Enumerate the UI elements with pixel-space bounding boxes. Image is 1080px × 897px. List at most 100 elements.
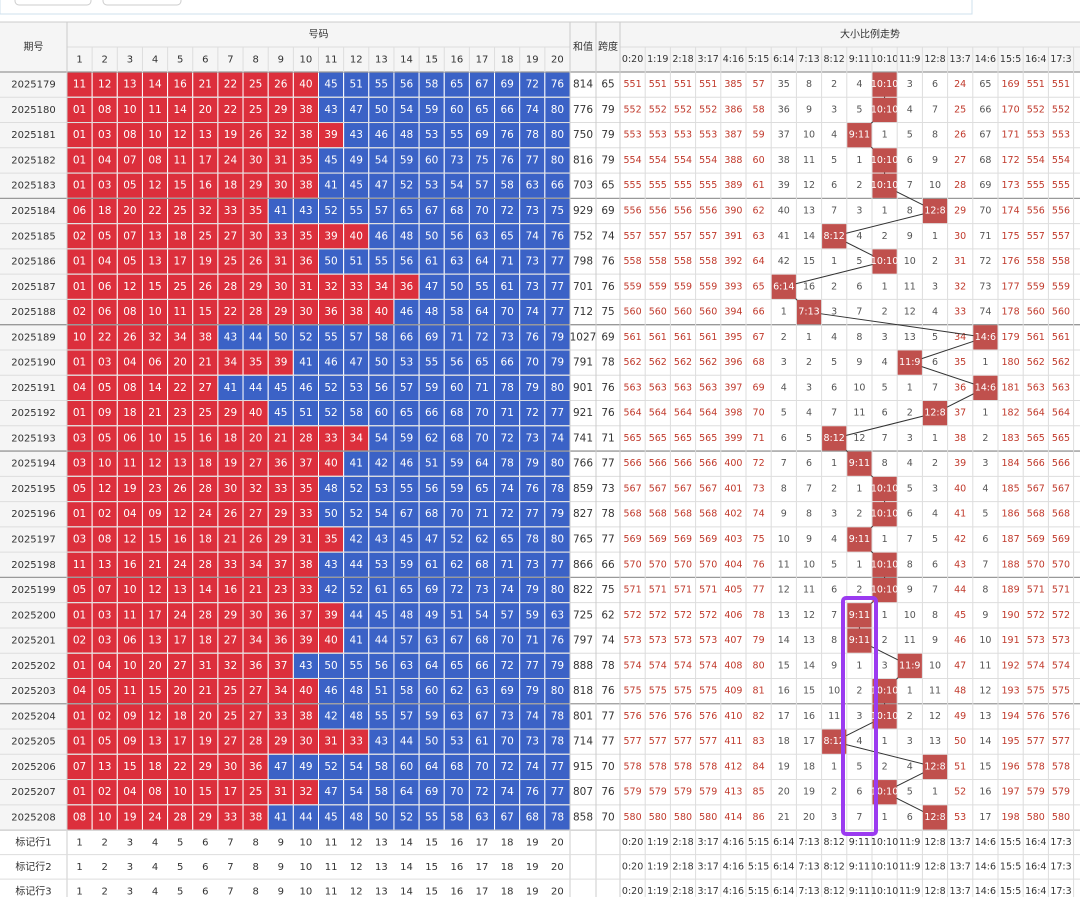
omission: 5 bbox=[781, 408, 787, 419]
omission: 6 bbox=[932, 357, 938, 368]
number-cell bbox=[318, 652, 345, 679]
omission: 15 bbox=[979, 761, 991, 772]
omission: 190 bbox=[1002, 610, 1020, 621]
number: 80 bbox=[551, 685, 564, 697]
footer-number: 9 bbox=[278, 838, 284, 849]
footer-trend: 6:14 bbox=[773, 886, 794, 897]
number: 22 bbox=[148, 205, 161, 217]
omission: 2 bbox=[907, 408, 913, 419]
omission: 66 bbox=[979, 104, 991, 115]
omission: 551 bbox=[1052, 79, 1070, 90]
number: 56 bbox=[425, 483, 439, 495]
number: 12 bbox=[123, 281, 136, 293]
number: 15 bbox=[173, 180, 186, 192]
number: 56 bbox=[450, 357, 464, 369]
omission: 80 bbox=[753, 660, 765, 671]
number: 63 bbox=[400, 660, 413, 672]
number-column-label: 11 bbox=[325, 55, 338, 66]
number: 04 bbox=[73, 382, 87, 394]
omission: 1 bbox=[907, 382, 913, 393]
omission: 21 bbox=[778, 812, 790, 823]
number-cell bbox=[192, 627, 219, 654]
footer-number: 14 bbox=[400, 887, 413, 897]
omission: 9 bbox=[781, 509, 787, 520]
number: 43 bbox=[299, 205, 312, 217]
omission: 52 bbox=[954, 787, 966, 798]
omission: 5 bbox=[907, 483, 913, 494]
omission: 556 bbox=[699, 205, 717, 216]
number: 53 bbox=[450, 736, 463, 748]
number: 18 bbox=[224, 180, 237, 192]
omission: 10 bbox=[828, 686, 840, 697]
number-cell bbox=[91, 71, 118, 98]
number-cell bbox=[116, 425, 143, 452]
span: 65 bbox=[601, 180, 614, 192]
omission: 6 bbox=[932, 79, 938, 90]
number: 49 bbox=[299, 761, 312, 773]
number: 60 bbox=[400, 761, 413, 773]
button[interactable] bbox=[14, 0, 92, 6]
footer-trend: 7:13 bbox=[798, 837, 819, 848]
number: 02 bbox=[98, 710, 111, 722]
button[interactable] bbox=[102, 0, 182, 6]
omission: 570 bbox=[699, 559, 717, 570]
footer-number: 7 bbox=[227, 838, 233, 849]
omission: 573 bbox=[1027, 635, 1045, 646]
number: 48 bbox=[350, 685, 363, 697]
omission: 24 bbox=[954, 79, 966, 90]
omission: 175 bbox=[1002, 231, 1020, 242]
omission: 2 bbox=[831, 787, 837, 798]
omission: 555 bbox=[624, 180, 642, 191]
number: 73 bbox=[526, 736, 539, 748]
number-cell bbox=[141, 223, 169, 250]
number: 14 bbox=[199, 584, 213, 596]
omission: 2 bbox=[932, 458, 938, 469]
number: 51 bbox=[375, 685, 388, 697]
span: 79 bbox=[601, 154, 614, 166]
number-cell bbox=[91, 677, 118, 705]
omission: 11 bbox=[904, 281, 916, 292]
number-cell bbox=[468, 324, 496, 351]
omission: 39 bbox=[778, 180, 790, 191]
number: 28 bbox=[249, 736, 262, 748]
omission: 13 bbox=[803, 205, 815, 216]
omission: 1 bbox=[932, 231, 938, 242]
number: 78 bbox=[551, 710, 564, 722]
number: 33 bbox=[224, 811, 237, 823]
number: 33 bbox=[224, 559, 237, 571]
number-cell bbox=[242, 96, 269, 124]
omission: 4 bbox=[907, 458, 913, 469]
omission: 389 bbox=[724, 180, 742, 191]
number: 46 bbox=[375, 129, 389, 141]
omission: 553 bbox=[1052, 130, 1070, 141]
number-column-label: 20 bbox=[551, 55, 564, 66]
omission: 574 bbox=[624, 660, 642, 671]
omission: 11 bbox=[979, 660, 991, 671]
omission: 11 bbox=[803, 585, 815, 596]
trend-column-label: 13:7 bbox=[950, 54, 971, 65]
footer-number: 2 bbox=[102, 887, 108, 897]
number-cell bbox=[242, 147, 269, 174]
number: 13 bbox=[173, 584, 186, 596]
footer-trend: 10:10 bbox=[871, 862, 898, 873]
hit-label: 10:10 bbox=[871, 559, 898, 570]
number: 33 bbox=[350, 736, 363, 748]
omission: 74 bbox=[979, 307, 991, 318]
footer-number: 16 bbox=[450, 838, 463, 849]
trend-line bbox=[783, 261, 885, 288]
number: 32 bbox=[224, 660, 237, 672]
number: 20 bbox=[249, 432, 262, 444]
omission: 554 bbox=[1052, 155, 1070, 166]
number-cell bbox=[443, 450, 470, 477]
omission: 9 bbox=[982, 610, 988, 621]
omission: 551 bbox=[1027, 79, 1045, 90]
number: 64 bbox=[475, 458, 489, 470]
omission: 8 bbox=[932, 610, 938, 621]
footer-trend: 13:7 bbox=[950, 837, 971, 848]
number: 65 bbox=[400, 407, 413, 419]
omission: 580 bbox=[1052, 812, 1070, 823]
omission: 182 bbox=[1002, 408, 1020, 419]
number: 20 bbox=[199, 710, 212, 722]
footer-trend: 5:15 bbox=[748, 886, 769, 897]
number-cell bbox=[116, 627, 143, 654]
